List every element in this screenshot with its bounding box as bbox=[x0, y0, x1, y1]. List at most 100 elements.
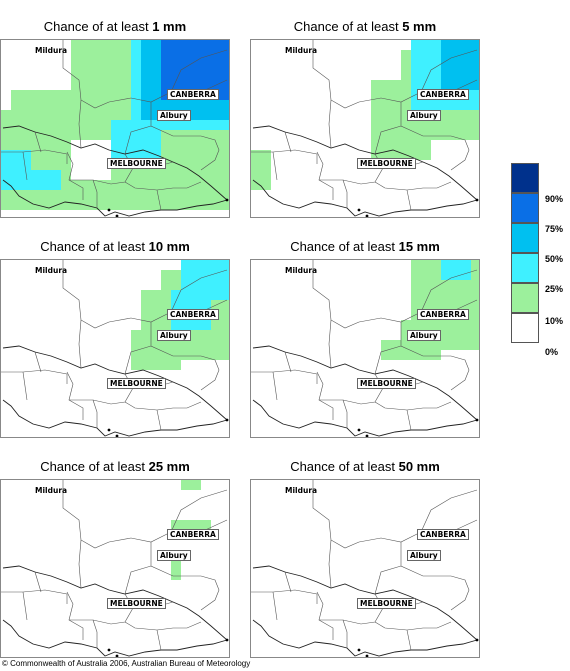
grid-cell-green bbox=[161, 180, 171, 190]
grid-cell-green bbox=[121, 100, 131, 110]
grid-cell-green bbox=[81, 90, 91, 100]
grid-cell-white bbox=[71, 150, 81, 160]
state-boundary-line bbox=[252, 179, 478, 217]
grid-cell-white bbox=[11, 70, 21, 80]
grid-cell-green bbox=[181, 160, 191, 170]
grid-cell-green bbox=[91, 200, 101, 210]
grid-cell-green bbox=[71, 120, 81, 130]
grid-cell-green bbox=[381, 100, 391, 110]
grid-cell-green bbox=[131, 200, 141, 210]
grid-cell-white bbox=[151, 210, 161, 217]
grid-cell-green bbox=[211, 330, 221, 340]
grid-cell-green bbox=[91, 180, 101, 190]
grid-cell-green bbox=[161, 270, 171, 280]
grid-cell-green bbox=[51, 130, 61, 140]
grid-cell-cyan bbox=[161, 120, 171, 130]
district-boundary-line bbox=[66, 371, 84, 420]
grid-cell-green bbox=[141, 190, 151, 200]
grid-cell-cyan bbox=[171, 290, 181, 300]
grid-cell-cyan bbox=[431, 60, 441, 70]
grid-cell-green bbox=[421, 120, 431, 130]
district-boundary-line bbox=[78, 319, 82, 369]
grid-cell-green bbox=[101, 60, 111, 70]
grid-cell-green bbox=[401, 100, 411, 110]
grid-cell-green bbox=[381, 140, 391, 150]
grid-cell-green bbox=[161, 290, 171, 300]
grid-cell-green bbox=[471, 110, 479, 120]
grid-cell-green bbox=[201, 190, 211, 200]
grid-cell-blue bbox=[201, 70, 211, 80]
coast-marker bbox=[475, 638, 479, 642]
grid-cell-green bbox=[121, 90, 131, 100]
grid-cell-green bbox=[191, 340, 201, 350]
city-label-canberra: CANBERRA bbox=[417, 309, 469, 320]
grid-cell-green bbox=[211, 200, 221, 210]
grid-cell-blue bbox=[191, 40, 201, 50]
grid-cell-green bbox=[111, 170, 121, 180]
grid-cell-cyan bbox=[211, 260, 221, 270]
grid-cell-green bbox=[421, 320, 431, 330]
grid-cell-green bbox=[401, 50, 411, 60]
grid-cell-green bbox=[431, 260, 441, 270]
grid-cell-blue bbox=[221, 70, 229, 80]
district-boundary-line bbox=[170, 269, 228, 313]
grid-cell-cyan bbox=[211, 120, 221, 130]
district-boundary-line bbox=[420, 49, 478, 93]
grid-cell-green bbox=[411, 340, 421, 350]
grid-cell-cyan bbox=[411, 50, 421, 60]
state-boundary-line bbox=[252, 399, 478, 437]
grid-cell-green bbox=[91, 80, 101, 90]
grid-cell-green bbox=[91, 100, 101, 110]
grid-cell-white bbox=[71, 160, 81, 170]
grid-cell-green bbox=[391, 140, 401, 150]
grid-cell-cyan bbox=[41, 180, 51, 190]
grid-cell-blue bbox=[191, 60, 201, 70]
grid-cell-green bbox=[441, 290, 451, 300]
grid-cell-green bbox=[1, 200, 11, 210]
district-boundary-line bbox=[400, 102, 470, 171]
grid-cell-green bbox=[461, 110, 471, 120]
district-boundary-line bbox=[92, 399, 98, 428]
grid-cell-white bbox=[21, 40, 31, 50]
grid-cell-cyan bbox=[201, 300, 211, 310]
grid-cell-light_blue bbox=[151, 100, 161, 110]
grid-cell-light_blue bbox=[451, 50, 461, 60]
grid-cell-cyan bbox=[201, 260, 211, 270]
district-boundary-line bbox=[62, 40, 110, 109]
panel-title-prefix: Chance of at least bbox=[290, 459, 395, 474]
grid-cell-green bbox=[201, 350, 211, 360]
grid-cell-light_blue bbox=[151, 80, 161, 90]
grid-cell-green bbox=[421, 350, 431, 360]
grid-cell-cyan bbox=[151, 120, 161, 130]
grid-cell-green bbox=[51, 190, 61, 200]
grid-cell-green bbox=[451, 330, 461, 340]
grid-cell-green bbox=[91, 40, 101, 50]
district-boundary-line bbox=[251, 369, 318, 384]
grid-cell-white bbox=[1, 100, 11, 110]
grid-cell-green bbox=[81, 70, 91, 80]
grid-cell-blue bbox=[201, 40, 211, 50]
grid-cell-green bbox=[251, 150, 261, 160]
grid-cell-cyan bbox=[31, 180, 41, 190]
grid-cell-green bbox=[221, 320, 229, 330]
grid-cell-green bbox=[191, 150, 201, 160]
panel-title: Chance of at least 5 mm bbox=[250, 18, 480, 36]
grid-cell-green bbox=[401, 320, 411, 330]
legend-label-10: 10% bbox=[545, 316, 564, 326]
grid-cell-green bbox=[101, 100, 111, 110]
grid-cell-white bbox=[381, 50, 391, 60]
grid-cell-cyan bbox=[191, 270, 201, 280]
grid-cell-green bbox=[71, 180, 81, 190]
grid-cell-green bbox=[131, 340, 141, 350]
grid-cell-green bbox=[1, 190, 11, 200]
grid-cell-green bbox=[201, 340, 211, 350]
city-label-mildura: Mildura bbox=[35, 266, 68, 275]
grid-cell-green bbox=[221, 130, 229, 140]
grid-cell-white bbox=[161, 210, 171, 217]
grid-cell-cyan bbox=[11, 160, 21, 170]
grid-cell-cyan bbox=[441, 260, 451, 270]
grid-cell-green bbox=[221, 350, 229, 360]
grid-cell-green bbox=[381, 90, 391, 100]
grid-cell-green bbox=[61, 150, 71, 160]
grid-cell-green bbox=[131, 350, 141, 360]
